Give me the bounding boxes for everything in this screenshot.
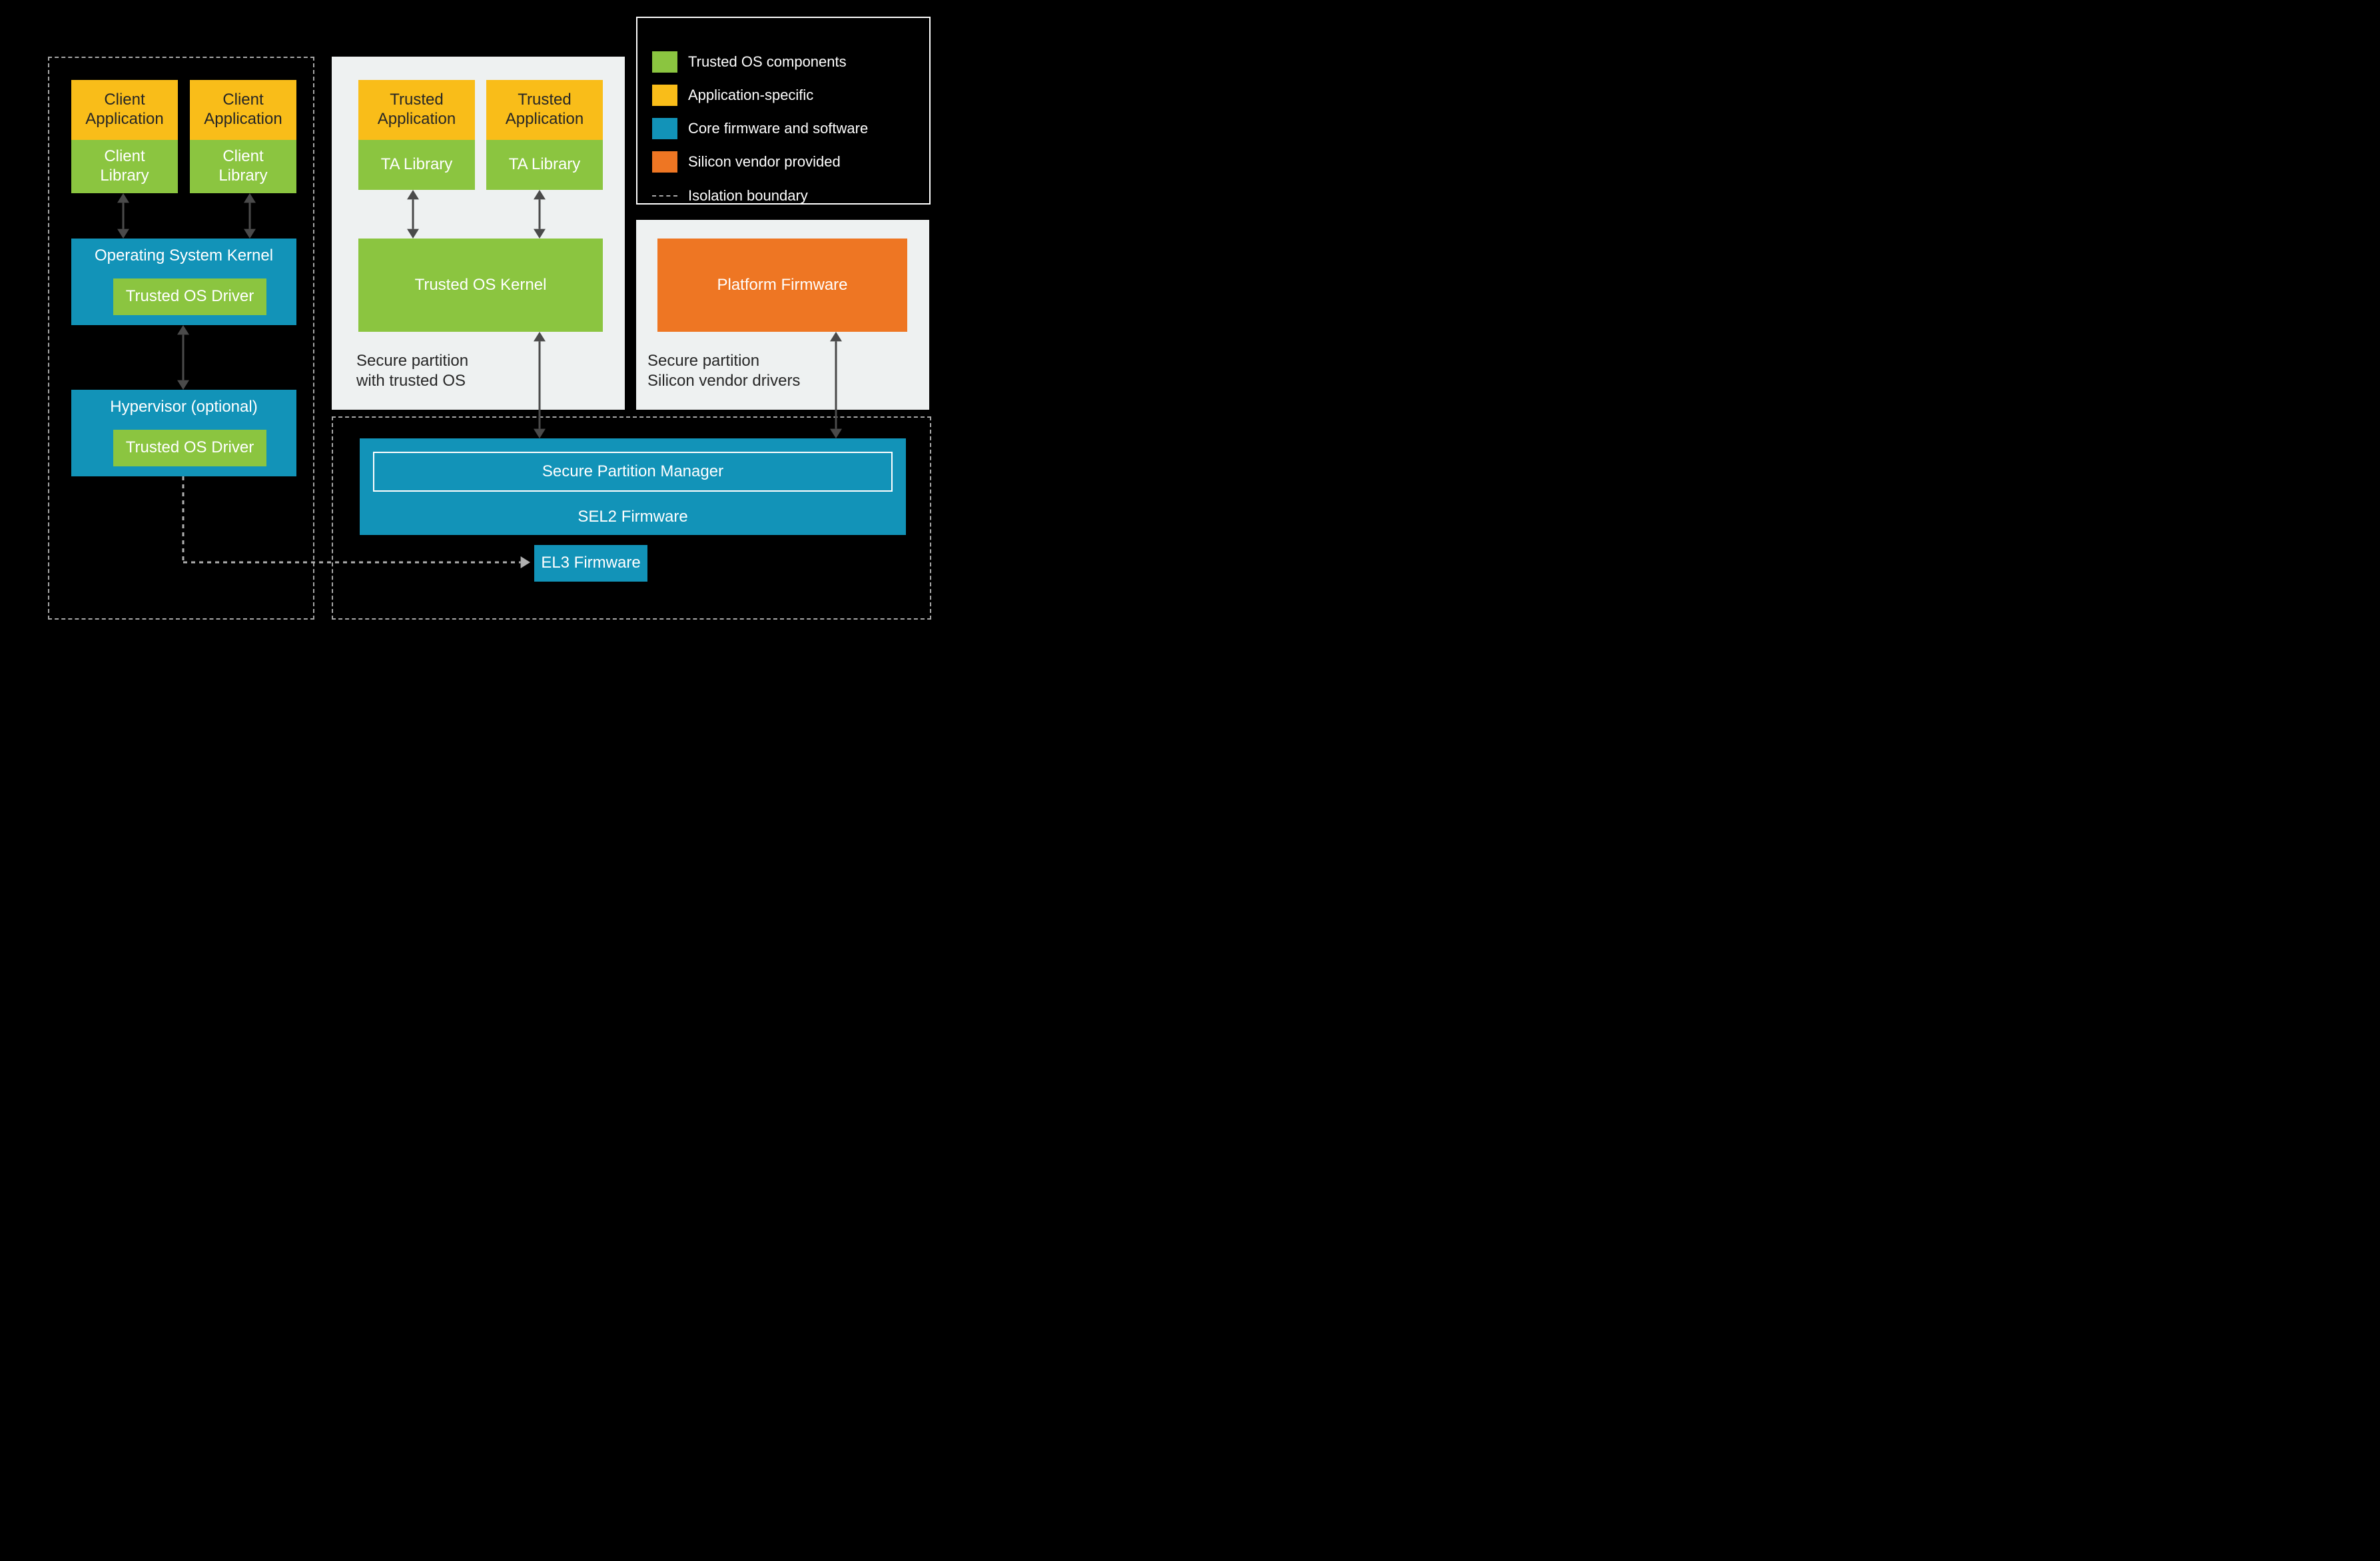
arrows-layer bbox=[0, 0, 981, 643]
diagram-canvas: Client Application Client Library Client… bbox=[0, 0, 981, 643]
